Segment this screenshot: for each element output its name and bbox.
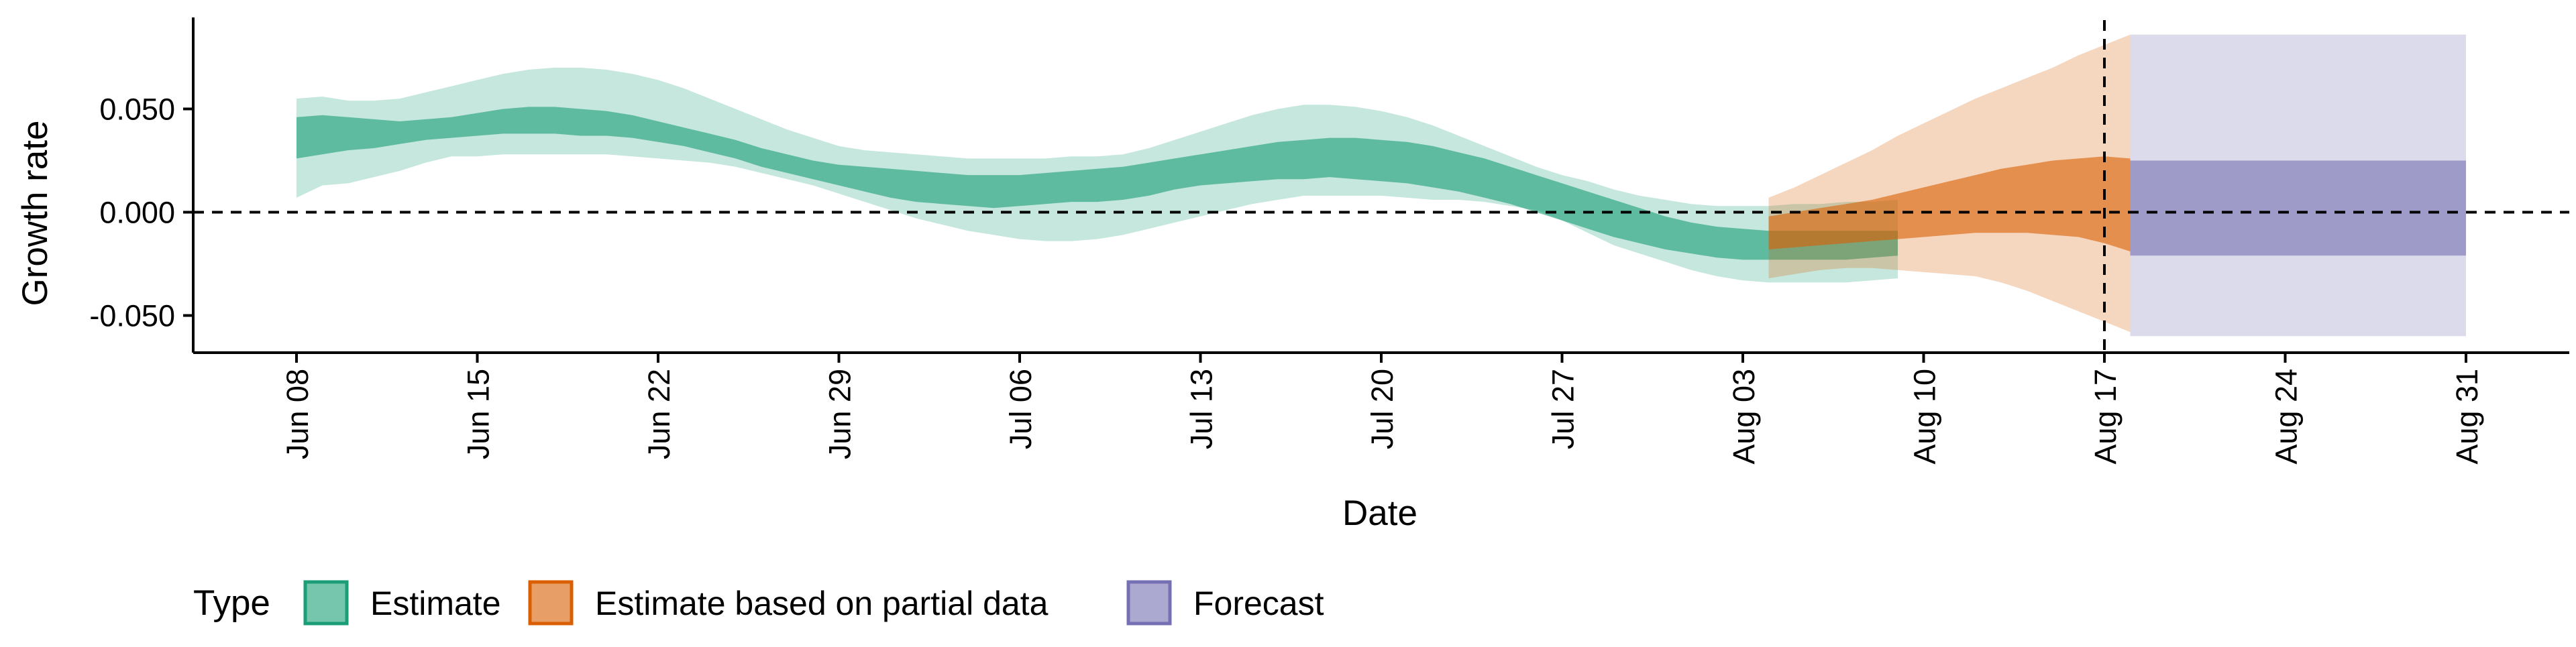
legend-title: Type <box>193 583 270 623</box>
x-tick-label: Jul 13 <box>1185 369 1219 449</box>
x-tick-label: Aug 03 <box>1727 369 1761 465</box>
x-tick-label: Jul 27 <box>1546 369 1580 449</box>
band-layer <box>297 34 2466 337</box>
y-tick-label: 0.000 <box>99 196 175 230</box>
legend: Type Estimate Estimate based on partial da… <box>193 580 1324 626</box>
estimate-50-band <box>297 107 1898 260</box>
x-tick-label: Jun 22 <box>642 369 676 459</box>
legend-key <box>1126 580 1172 626</box>
estimate-based-on-partial-data-50-band <box>1768 156 2131 251</box>
x-tick-label: Jun 08 <box>280 369 315 459</box>
y-axis-label: Growth rate <box>15 121 55 306</box>
x-tick-label: Aug 24 <box>2269 369 2304 465</box>
reference-line-layer <box>193 20 2569 353</box>
legend-key <box>528 580 574 626</box>
axis-layer: Jun 08 Jun 15 Jun 22 Jun 29 Jul 06 Jul 13 Jul … <box>89 17 2569 465</box>
legend-key <box>303 580 349 626</box>
x-axis-label: Date <box>1342 493 1417 533</box>
y-tick-label: -0.050 <box>89 299 175 333</box>
x-tick-label: Aug 10 <box>1908 369 1942 465</box>
x-tick-label: Jun 29 <box>823 369 857 459</box>
x-tick-label: Jul 06 <box>1004 369 1038 449</box>
x-tick-label: Jul 20 <box>1365 369 1399 449</box>
forecast-50-band <box>2130 160 2466 256</box>
x-tick-label: Aug 17 <box>2088 369 2123 465</box>
legend-entry-label: Estimate <box>370 585 501 622</box>
legend-entry-label: Forecast <box>1193 585 1324 622</box>
y-tick-label: 0.050 <box>99 92 175 126</box>
legend-entry-label: Estimate based on partial data <box>595 585 1049 622</box>
x-tick-label: Aug 31 <box>2450 369 2484 465</box>
x-tick-label: Jun 15 <box>462 369 496 459</box>
